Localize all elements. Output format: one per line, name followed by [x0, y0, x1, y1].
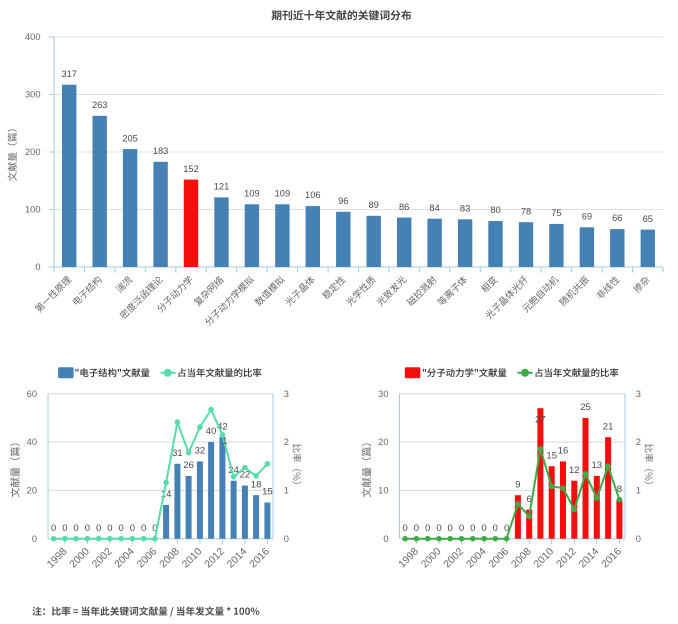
svg-text:300: 300: [25, 90, 41, 100]
svg-text:15: 15: [546, 450, 557, 461]
svg-text:0: 0: [130, 523, 135, 534]
svg-text:8: 8: [617, 484, 622, 495]
svg-text:3: 3: [636, 389, 641, 399]
svg-text:25: 25: [580, 402, 591, 413]
svg-text:26: 26: [183, 460, 194, 471]
svg-text:14: 14: [161, 489, 172, 500]
svg-text:0: 0: [383, 534, 388, 544]
svg-text:0: 0: [118, 523, 123, 534]
svg-text:75: 75: [551, 208, 561, 218]
svg-text:0: 0: [32, 534, 37, 544]
svg-text:40: 40: [206, 426, 217, 437]
svg-text:205: 205: [122, 133, 138, 143]
svg-text:0: 0: [35, 262, 40, 272]
svg-text:30: 30: [378, 389, 388, 399]
svg-text:69: 69: [582, 212, 592, 222]
svg-text:152: 152: [183, 164, 199, 174]
svg-text:0: 0: [470, 523, 475, 534]
svg-text:3: 3: [284, 389, 289, 399]
svg-text:106: 106: [305, 190, 321, 200]
svg-text:31: 31: [172, 448, 183, 459]
svg-text:1: 1: [284, 486, 289, 496]
svg-text:13: 13: [592, 460, 603, 471]
svg-text:0: 0: [96, 523, 101, 534]
svg-text:18: 18: [251, 479, 262, 490]
svg-text:24: 24: [228, 465, 239, 476]
svg-text:183: 183: [153, 146, 169, 156]
svg-text:1: 1: [636, 486, 641, 496]
svg-text:0: 0: [414, 523, 419, 534]
svg-text:83: 83: [460, 204, 470, 214]
svg-text:0: 0: [152, 523, 157, 534]
svg-text:0: 0: [402, 523, 407, 534]
svg-text:109: 109: [275, 189, 291, 199]
svg-text:317: 317: [61, 69, 77, 79]
svg-text:0: 0: [51, 523, 56, 534]
svg-text:400: 400: [25, 32, 41, 42]
svg-text:200: 200: [25, 147, 41, 157]
svg-text:96: 96: [338, 196, 348, 206]
svg-text:86: 86: [399, 202, 409, 212]
svg-text:0: 0: [284, 534, 289, 544]
svg-text:0: 0: [448, 523, 453, 534]
svg-text:0: 0: [636, 534, 641, 544]
svg-text:1: 1: [222, 436, 227, 446]
svg-text:80: 80: [490, 205, 500, 215]
svg-text:0: 0: [107, 523, 112, 534]
svg-text:40: 40: [27, 437, 37, 447]
svg-text:12: 12: [569, 465, 580, 476]
svg-text:89: 89: [369, 200, 379, 210]
svg-text:2: 2: [636, 437, 641, 447]
svg-text:42: 42: [217, 421, 228, 432]
svg-text:121: 121: [214, 182, 230, 192]
svg-text:84: 84: [429, 203, 439, 213]
svg-text:20: 20: [27, 486, 37, 496]
svg-text:27: 27: [535, 414, 546, 425]
svg-text:20: 20: [378, 437, 388, 447]
svg-text:60: 60: [27, 389, 37, 399]
svg-text:2: 2: [284, 437, 289, 447]
svg-text:0: 0: [436, 523, 441, 534]
svg-text:0: 0: [85, 523, 90, 534]
svg-text:15: 15: [262, 487, 273, 498]
svg-text:0: 0: [481, 523, 486, 534]
svg-text:0: 0: [459, 523, 464, 534]
svg-text:0: 0: [504, 523, 509, 534]
svg-text:65: 65: [643, 214, 653, 224]
svg-text:0: 0: [62, 523, 67, 534]
svg-text:9: 9: [515, 479, 520, 490]
svg-text:6: 6: [527, 494, 532, 505]
svg-text:22: 22: [240, 470, 251, 481]
svg-text:78: 78: [521, 206, 531, 216]
svg-text:0: 0: [493, 523, 498, 534]
svg-text:66: 66: [612, 213, 622, 223]
svg-text:32: 32: [195, 446, 206, 457]
svg-text:263: 263: [92, 100, 108, 110]
svg-text:21: 21: [603, 421, 614, 432]
svg-text:0: 0: [141, 523, 146, 534]
svg-text:100: 100: [25, 205, 41, 215]
svg-text:0: 0: [73, 523, 78, 534]
svg-text:10: 10: [378, 486, 388, 496]
svg-text:109: 109: [244, 189, 260, 199]
svg-text:16: 16: [558, 446, 569, 457]
svg-text:0: 0: [425, 523, 430, 534]
